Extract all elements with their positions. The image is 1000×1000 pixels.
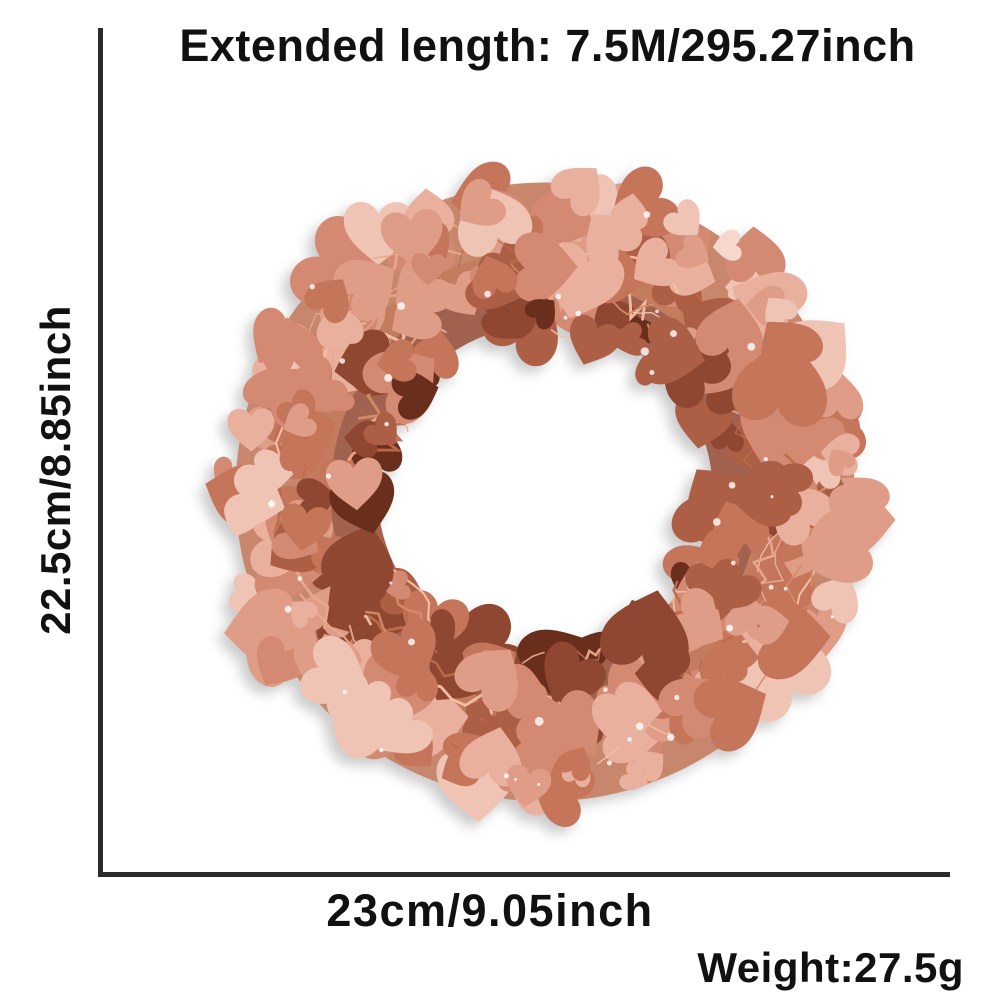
width-label: 23cm/9.05inch	[326, 885, 654, 936]
weight-label: Weight:27.5g	[697, 944, 964, 991]
width-dimension-line	[98, 872, 950, 877]
extended-length-label: Extended length: 7.5M/295.27inch	[179, 20, 916, 71]
height-dimension-line	[98, 28, 103, 877]
